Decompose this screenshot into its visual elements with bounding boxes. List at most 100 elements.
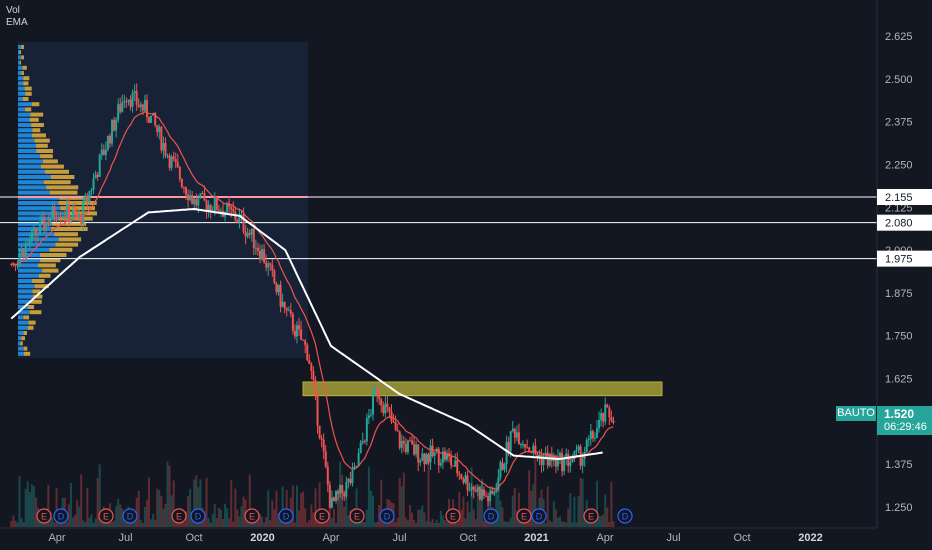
candle-body xyxy=(404,443,407,453)
candle-body xyxy=(137,104,140,107)
candle-body xyxy=(413,443,416,455)
candle-body xyxy=(67,204,70,222)
earnings-marker[interactable] xyxy=(583,508,599,524)
candle-body xyxy=(544,452,547,458)
candle-body xyxy=(419,460,422,463)
candle-body xyxy=(37,233,40,236)
earnings-marker[interactable] xyxy=(171,508,187,524)
candle-body xyxy=(318,425,321,439)
volume-bar xyxy=(530,490,533,527)
volume-bar xyxy=(318,482,321,527)
dividend-marker[interactable] xyxy=(190,508,206,524)
earnings-marker[interactable] xyxy=(314,508,330,524)
price-tick-label: 2.500 xyxy=(885,74,913,86)
earnings-marker[interactable] xyxy=(36,508,52,524)
volume-bar xyxy=(141,522,144,527)
candle-body xyxy=(199,193,202,199)
candle-body xyxy=(503,463,506,470)
price-tick-label: 1.375 xyxy=(885,459,913,471)
candle-body xyxy=(160,126,163,151)
volume-bar xyxy=(402,472,405,527)
volume-bar xyxy=(312,512,315,527)
candle-body xyxy=(497,477,500,491)
candle-body xyxy=(69,218,72,222)
candle-body xyxy=(279,284,282,307)
candle-body xyxy=(495,490,498,492)
legend-vol[interactable]: Vol xyxy=(6,5,20,16)
price-axis: 2.6252.5002.3752.2502.1252.0001.8751.750… xyxy=(885,31,913,514)
candle-body xyxy=(499,462,502,478)
candle-body xyxy=(466,475,469,491)
candle-body xyxy=(472,486,475,491)
volume-bar xyxy=(273,509,276,527)
volume-bar xyxy=(563,521,566,527)
dividend-marker[interactable] xyxy=(122,508,138,524)
candle-body xyxy=(452,465,455,467)
resistance-zone-box[interactable] xyxy=(302,381,663,397)
earnings-marker[interactable] xyxy=(445,508,461,524)
volume-bar xyxy=(139,520,142,527)
volume-bar xyxy=(310,504,313,527)
vp-bar-up xyxy=(18,315,24,320)
candle-body xyxy=(433,452,436,456)
volume-bar xyxy=(121,508,124,527)
vp-bar-up xyxy=(18,97,23,101)
candle-body xyxy=(332,497,335,501)
candle-body xyxy=(308,360,311,364)
dividend-marker[interactable] xyxy=(483,508,499,524)
vp-bar-up xyxy=(18,258,41,263)
vp-bar-up xyxy=(18,81,24,86)
earnings-marker[interactable] xyxy=(516,508,532,524)
dividend-marker[interactable] xyxy=(53,508,69,524)
volume-bar xyxy=(369,490,372,527)
volume-bar xyxy=(341,475,344,527)
candle-body xyxy=(384,403,387,414)
candle-body xyxy=(61,216,64,219)
candle-body xyxy=(195,198,198,206)
candle-body xyxy=(41,216,44,222)
price-tick-label: 2.625 xyxy=(885,31,913,43)
time-tick-label: Oct xyxy=(459,532,476,544)
volume-bar xyxy=(213,504,216,527)
volume-bar xyxy=(604,494,607,527)
vp-bar-up xyxy=(18,128,33,133)
vp-bar-down xyxy=(33,294,43,299)
earnings-marker[interactable] xyxy=(98,508,114,524)
vp-bar-down xyxy=(42,159,58,164)
volume-bar xyxy=(189,489,192,527)
earnings-marker[interactable] xyxy=(244,508,260,524)
candle-body xyxy=(493,491,496,494)
volume-bar xyxy=(433,522,436,527)
volume-bar xyxy=(228,518,231,527)
candle-body xyxy=(76,212,79,217)
volume-bar xyxy=(608,521,611,527)
vp-bar-up xyxy=(18,320,29,325)
candle-body xyxy=(610,417,613,421)
volume-bar xyxy=(26,481,29,527)
volume-bar xyxy=(480,478,483,527)
candle-body xyxy=(277,284,280,293)
dividend-marker[interactable] xyxy=(278,508,294,524)
legend-ema[interactable]: EMA xyxy=(6,17,28,28)
volume-bar xyxy=(575,522,578,527)
vp-bar-down xyxy=(44,180,71,185)
candle-body xyxy=(295,325,298,337)
volume-bar xyxy=(515,510,518,527)
volume-bar xyxy=(450,520,453,527)
dividend-marker[interactable] xyxy=(531,508,547,524)
earnings-marker[interactable] xyxy=(349,508,365,524)
volume-bar xyxy=(12,515,15,527)
candle-body xyxy=(423,453,426,465)
volume-bar xyxy=(497,484,500,527)
candle-body xyxy=(598,419,601,429)
dividend-marker[interactable] xyxy=(379,508,395,524)
dividend-marker[interactable] xyxy=(617,508,633,524)
volume-bar xyxy=(57,522,60,527)
volume-bar xyxy=(71,517,74,527)
candle-body xyxy=(242,214,245,232)
vp-bar-down xyxy=(24,86,32,91)
volume-bar xyxy=(217,507,220,527)
volume-bar xyxy=(443,519,446,527)
volume-bar xyxy=(67,504,70,527)
